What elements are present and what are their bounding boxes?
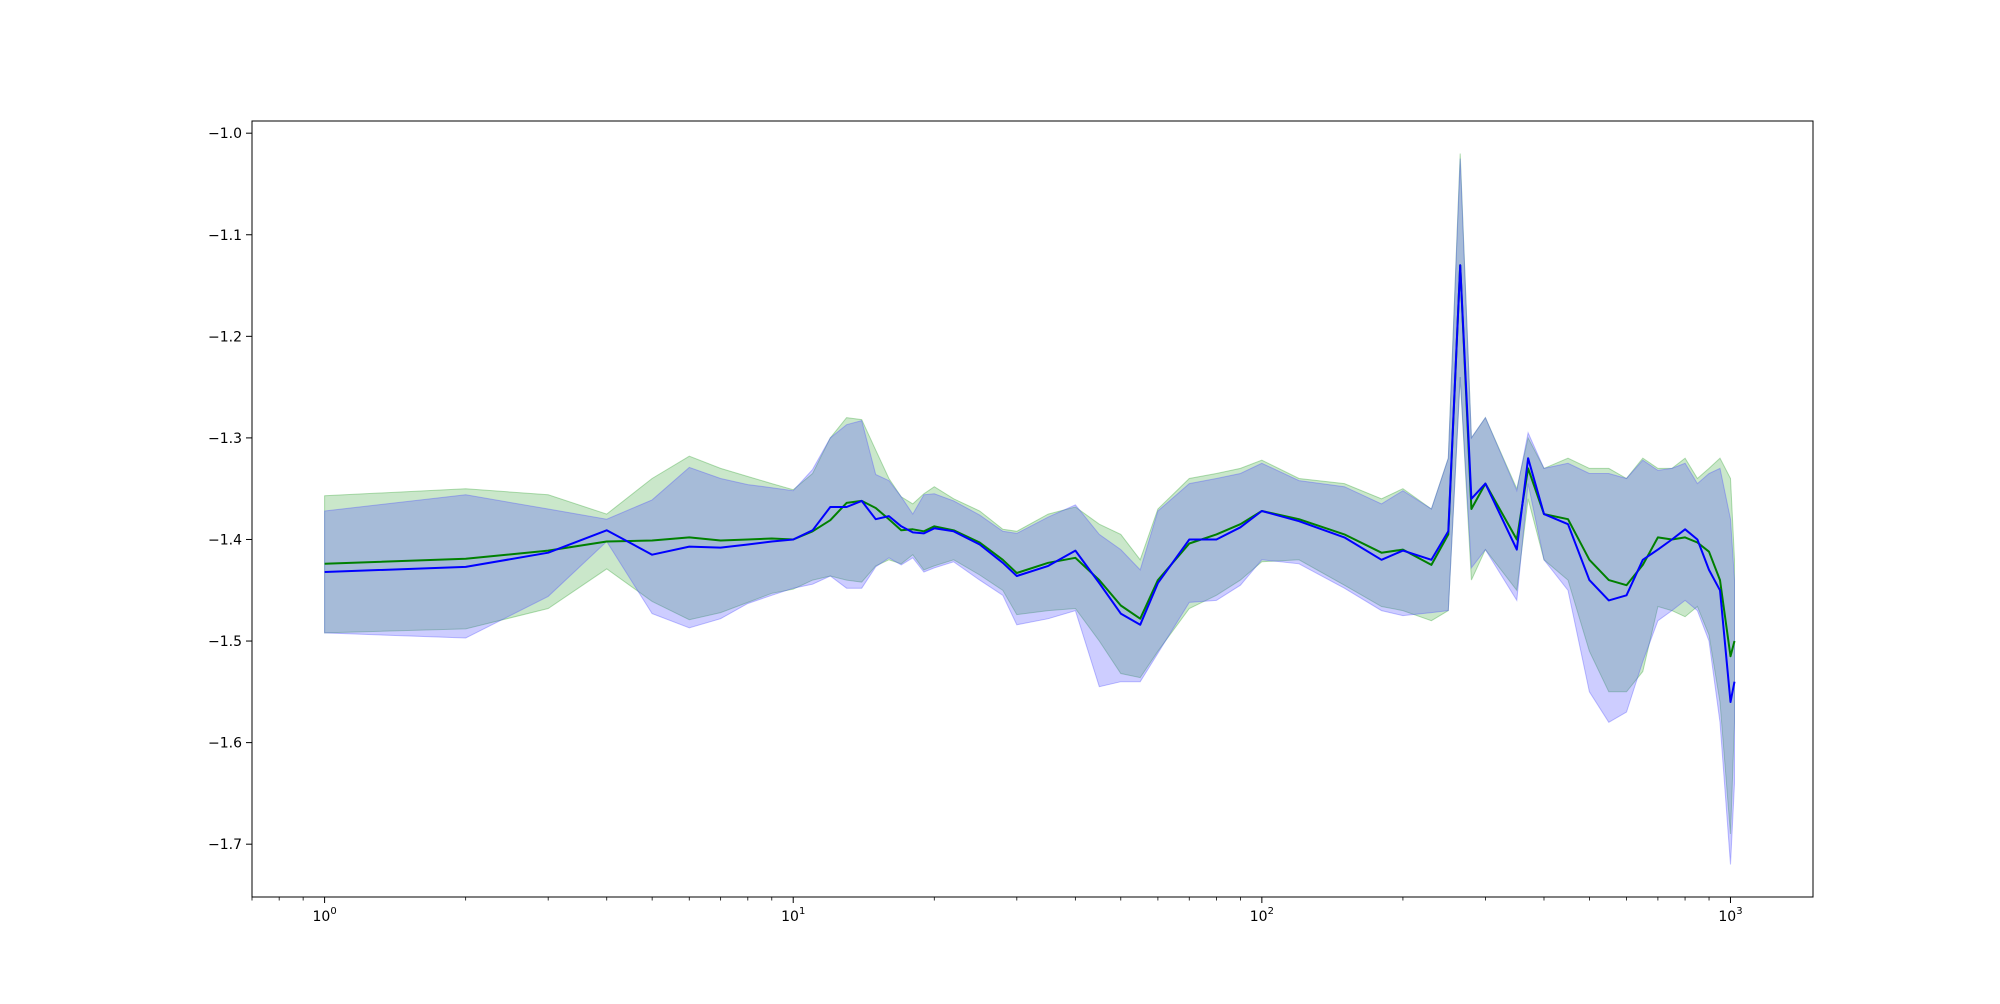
y-tick-label: −1.3 bbox=[208, 431, 242, 447]
x-tick-label: 101 bbox=[781, 906, 805, 925]
y-tick-label: −1.7 bbox=[208, 837, 242, 853]
y-tick-label: −1.4 bbox=[208, 532, 242, 548]
x-tick-label: 102 bbox=[1250, 906, 1274, 925]
y-tick-label: −1.6 bbox=[208, 736, 242, 752]
y-tick-label: −1.5 bbox=[208, 634, 242, 650]
y-tick-label: −1.1 bbox=[208, 228, 242, 244]
series-1-band bbox=[325, 159, 1735, 865]
x-tick-label: 100 bbox=[312, 906, 336, 925]
confidence-bands bbox=[325, 154, 1735, 865]
y-tick-label: −1.2 bbox=[208, 329, 242, 345]
x-tick-label: 103 bbox=[1718, 906, 1742, 925]
y-tick-label: −1.0 bbox=[208, 126, 242, 142]
